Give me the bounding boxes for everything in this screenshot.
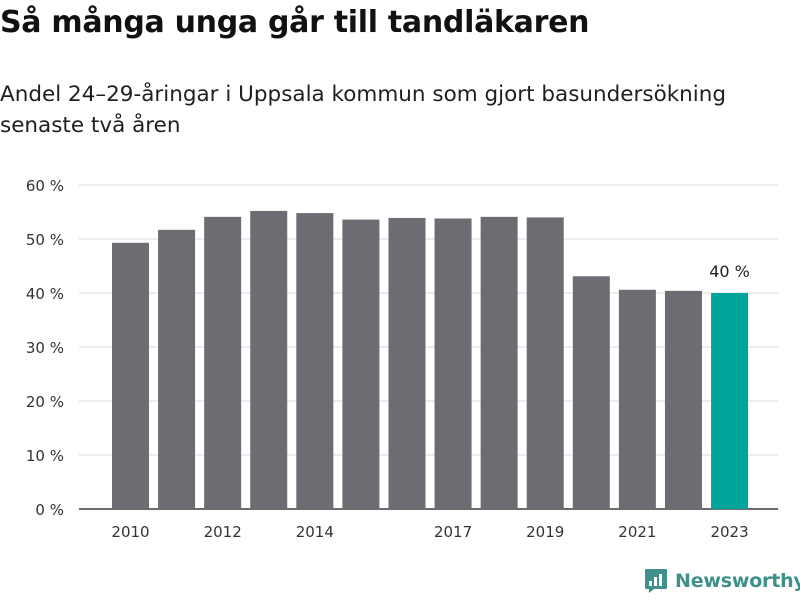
x-tick-label: 2017 [434, 523, 472, 541]
chart-title: Så många unga går till tandläkaren [0, 5, 590, 40]
x-tick-label: 2021 [618, 523, 656, 541]
chart-subtitle: Andel 24–29-åringar i Uppsala kommun som… [0, 82, 727, 138]
bar-2010 [112, 242, 149, 509]
bar-2013 [250, 210, 288, 510]
brand-name: Newsworthy [675, 570, 800, 592]
bar-2016 [388, 217, 426, 509]
y-tick-label: 0 % [35, 501, 64, 519]
bar-2012 [204, 216, 242, 510]
bar-2018 [480, 216, 518, 510]
y-tick-label: 10 % [26, 447, 64, 465]
bar-2017 [434, 218, 472, 510]
x-tick-label: 2019 [526, 523, 564, 541]
bar-2021 [618, 289, 656, 509]
bar-2011 [158, 229, 196, 509]
newsworthy-logo: Newsworthy [644, 568, 800, 594]
bar-2019 [526, 217, 564, 509]
newsworthy-logo-icon [645, 569, 667, 593]
x-tick-label: 2023 [710, 523, 748, 541]
bar-2014 [296, 213, 334, 509]
y-tick-label: 20 % [26, 393, 64, 411]
bar-2015 [342, 219, 380, 509]
y-tick-label: 50 % [26, 231, 64, 249]
x-tick-label: 2010 [111, 523, 149, 541]
bar-2020 [572, 276, 610, 509]
value-label-2023: 40 % [709, 262, 750, 281]
bar-2022 [664, 290, 702, 509]
bar-chart: 0 % 10 % 20 % 30 % 40 % 50 % 60 % 2010 2012 2014 2… [26, 177, 778, 541]
x-tick-label: 2012 [204, 523, 242, 541]
y-tick-label: 30 % [26, 339, 64, 357]
x-tick-label: 2014 [296, 523, 334, 541]
y-tick-label: 60 % [26, 177, 64, 195]
y-tick-label: 40 % [26, 285, 64, 303]
bar-2023 [711, 293, 749, 509]
